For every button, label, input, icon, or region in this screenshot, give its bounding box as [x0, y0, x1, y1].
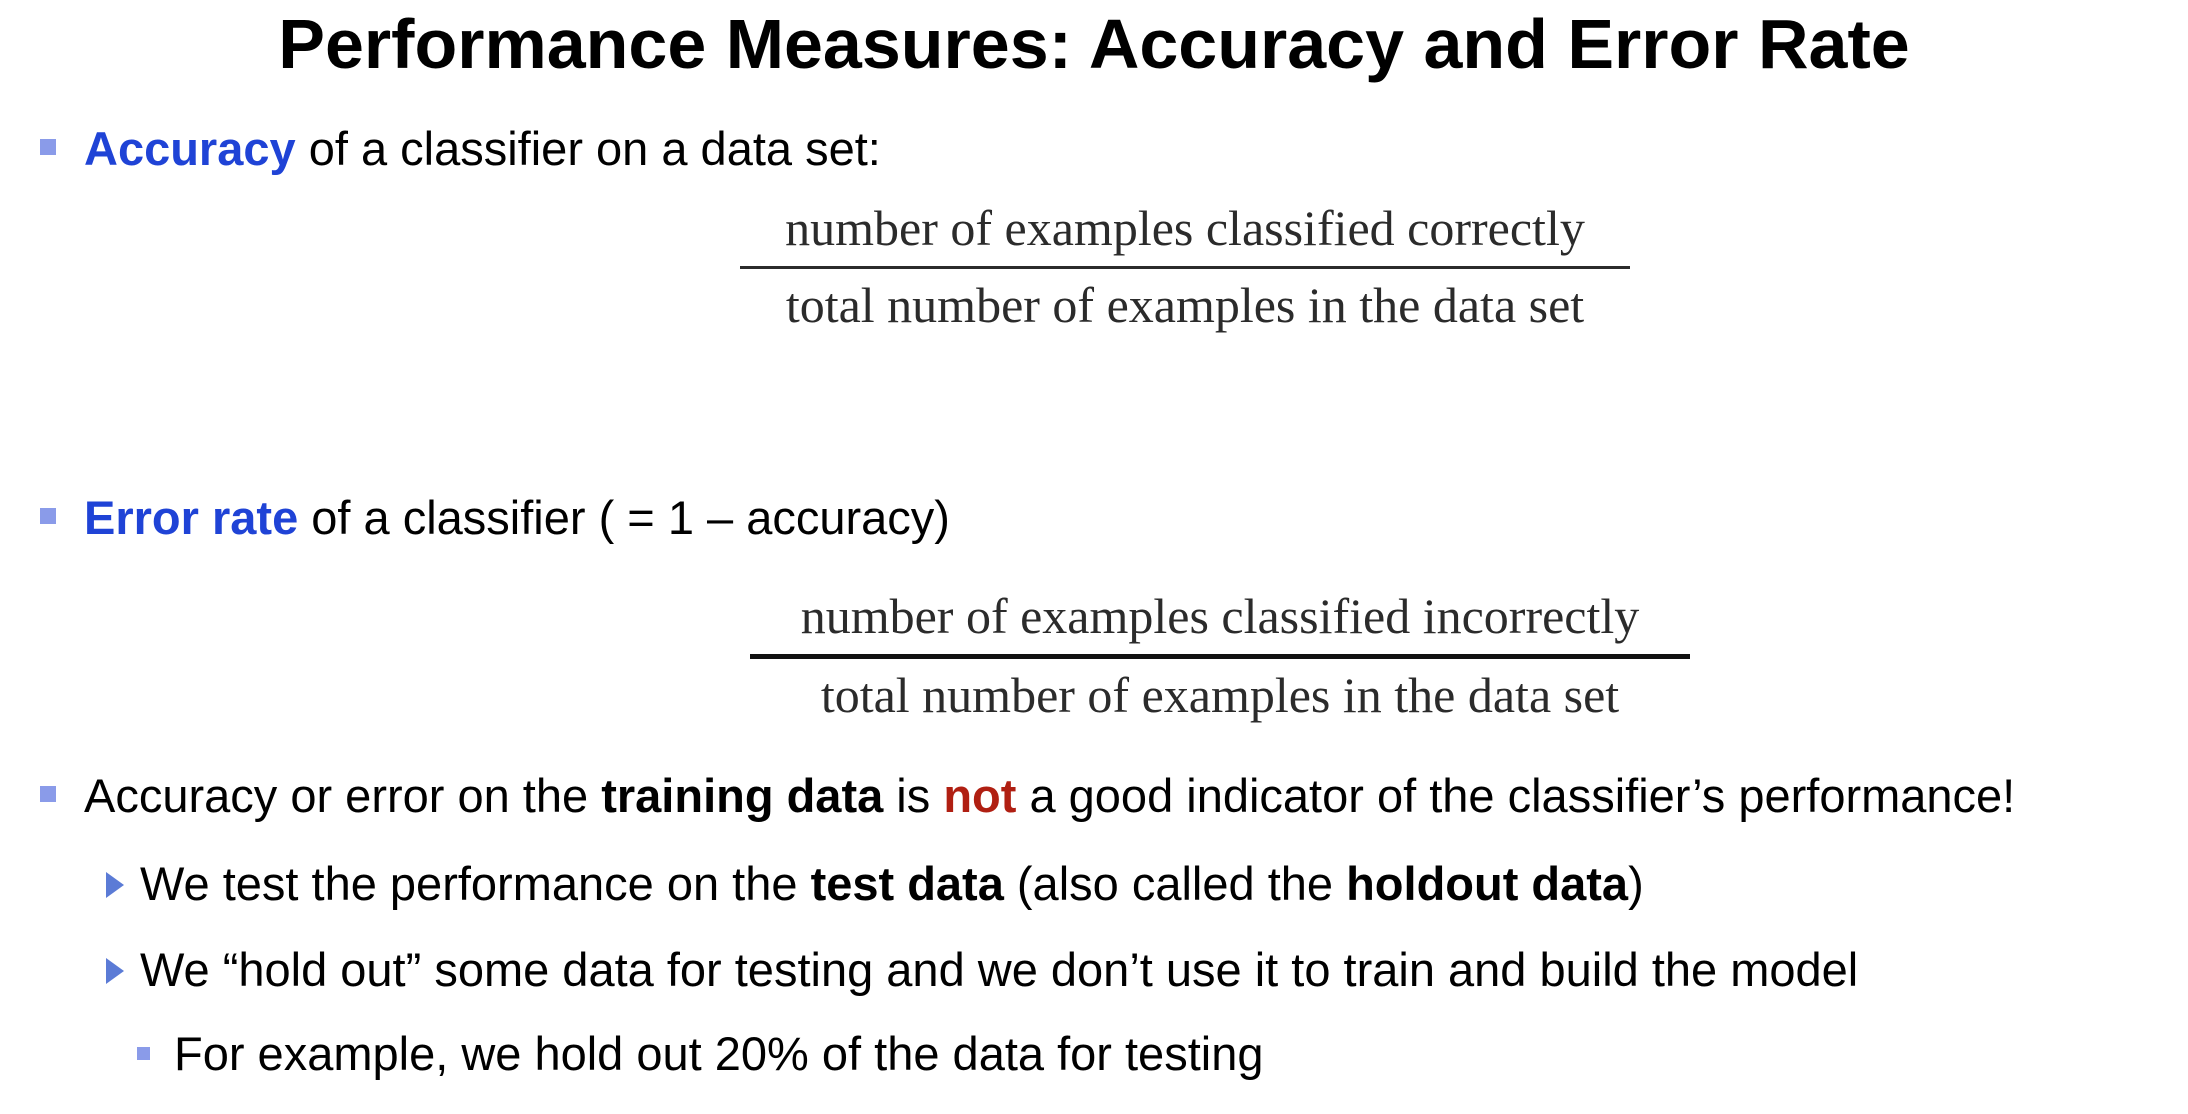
square-bullet-icon: [40, 786, 56, 802]
test-data-term: test data: [810, 857, 1004, 910]
training-data-term: training data: [601, 769, 884, 822]
bullet-training-data: Accuracy or error on the training data i…: [84, 768, 2015, 824]
text-segment: Accuracy or error on the: [84, 769, 602, 822]
bullet-accuracy: Accuracy of a classifier on a data set:: [84, 121, 881, 177]
square-bullet-icon: [40, 139, 56, 155]
accuracy-term: Accuracy: [84, 122, 296, 175]
text-segment: is: [883, 769, 944, 822]
accuracy-formula: number of examples classified correctly …: [740, 198, 1630, 335]
not-emphasis: not: [943, 769, 1017, 822]
fraction-bar: [740, 266, 1630, 269]
square-bullet-icon: [40, 508, 56, 524]
error-rate-denominator: total number of examples in the data set: [820, 667, 1620, 723]
slide-title: Performance Measures: Accuracy and Error…: [278, 5, 1910, 83]
text-segment: a good indicator of the classifier’s per…: [1016, 769, 2016, 822]
text-segment: ): [1628, 857, 1644, 910]
accuracy-numerator: number of examples classified correctly: [785, 200, 1585, 256]
square-bullet-icon: [137, 1047, 150, 1060]
error-rate-description: of a classifier ( = 1 – accuracy): [298, 491, 950, 544]
triangle-bullet-icon: [106, 958, 124, 984]
error-rate-formula: number of examples classified incorrectl…: [750, 586, 1690, 725]
sub-bullet-hold-out: We “hold out” some data for testing and …: [140, 943, 1859, 996]
bullet-error-rate: Error rate of a classifier ( = 1 – accur…: [84, 490, 950, 546]
triangle-bullet-icon: [106, 872, 124, 898]
accuracy-denominator: total number of examples in the data set: [785, 277, 1585, 333]
text-segment: (also called the: [1003, 857, 1347, 910]
error-rate-numerator: number of examples classified incorrectl…: [800, 588, 1640, 644]
holdout-data-term: holdout data: [1346, 857, 1629, 910]
accuracy-description: of a classifier on a data set:: [295, 122, 881, 175]
sub-bullet-test-data: We test the performance on the test data…: [140, 856, 1644, 912]
error-rate-term: Error rate: [84, 491, 299, 544]
sub-sub-bullet-example: For example, we hold out 20% of the data…: [174, 1027, 1264, 1080]
fraction-bar: [750, 654, 1690, 659]
text-segment: We test the performance on the: [140, 857, 811, 910]
